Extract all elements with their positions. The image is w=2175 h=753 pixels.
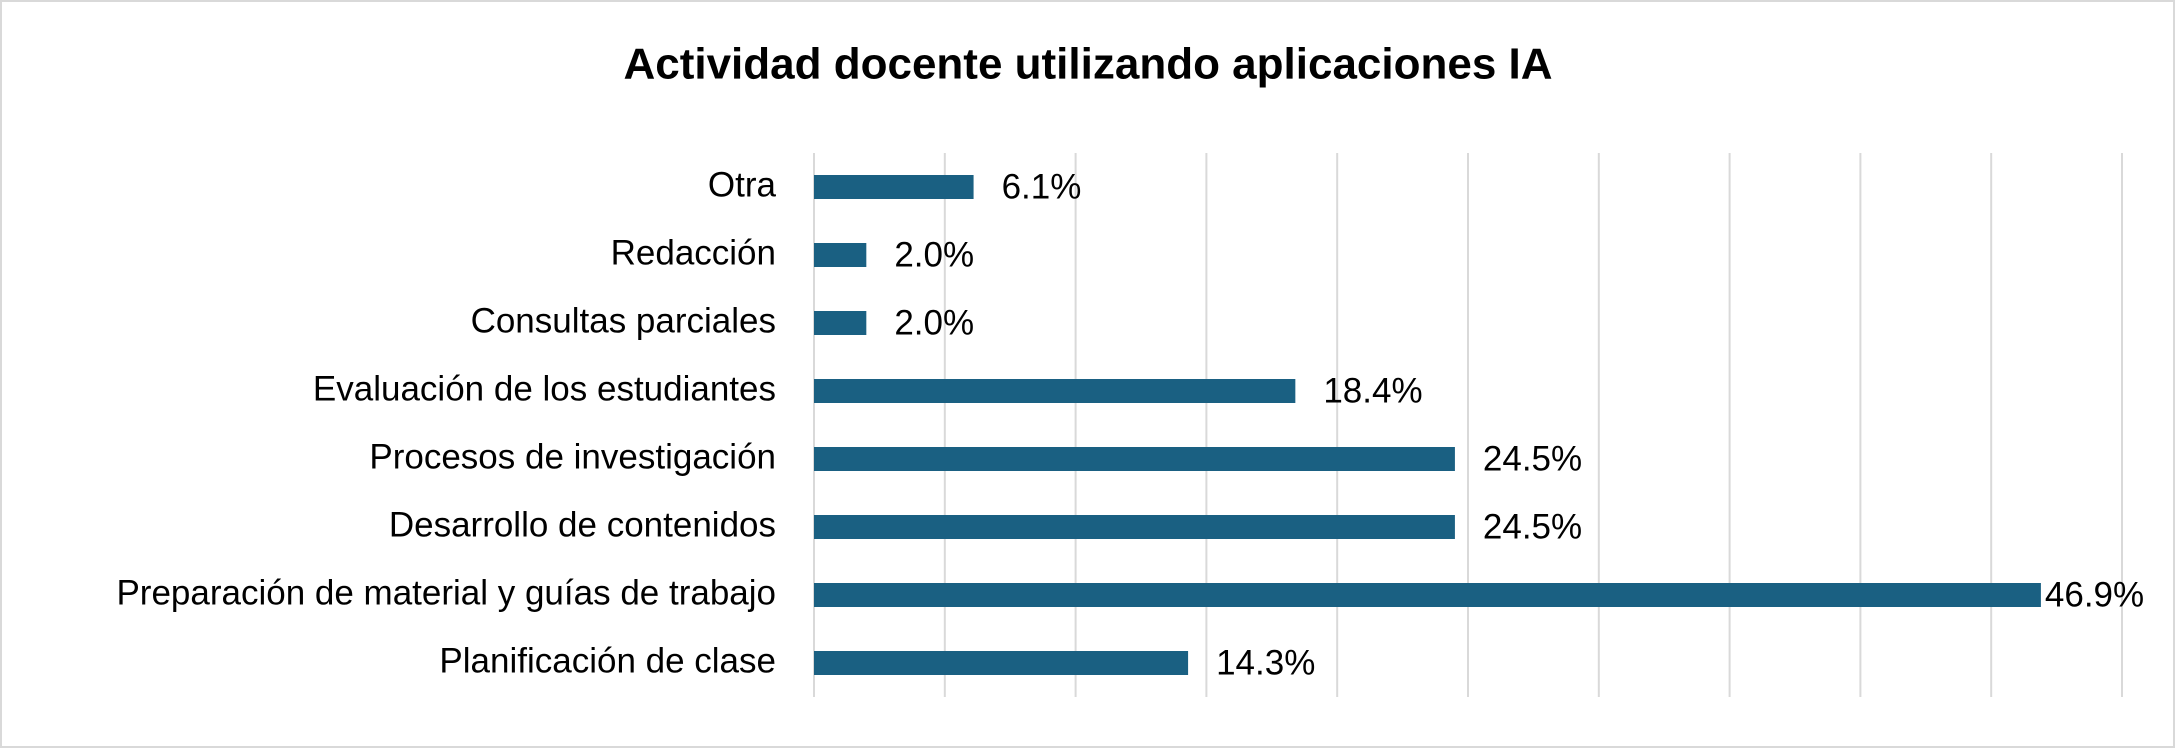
y-tick-label: Procesos de investigación [369, 437, 776, 476]
bar [814, 651, 1189, 675]
value-label: 18.4% [1323, 371, 1422, 410]
bar [814, 175, 974, 199]
y-tick-label: Otra [708, 165, 777, 204]
bar [814, 311, 867, 335]
bar [814, 243, 867, 267]
bar [814, 447, 1455, 471]
bar [814, 379, 1296, 403]
y-tick-label: Desarrollo de contenidos [389, 505, 776, 544]
chart-title: Actividad docente utilizando aplicacione… [623, 40, 1552, 89]
bar [814, 515, 1455, 539]
y-tick-label: Planificación de clase [439, 641, 776, 680]
value-label: 14.3% [1216, 643, 1315, 682]
y-tick-label: Evaluación de los estudiantes [313, 369, 776, 408]
value-label: 24.5% [1483, 439, 1582, 478]
y-tick-label: Redacción [611, 233, 776, 272]
y-tick-label: Preparación de material y guías de traba… [116, 573, 776, 612]
value-label: 2.0% [894, 303, 974, 342]
bar [814, 583, 2041, 607]
value-label: 24.5% [1483, 507, 1582, 546]
value-label: 2.0% [894, 235, 974, 274]
value-label: 6.1% [1002, 167, 1082, 206]
y-tick-label: Consultas parciales [471, 301, 776, 340]
value-label: 46.9% [2045, 575, 2144, 614]
